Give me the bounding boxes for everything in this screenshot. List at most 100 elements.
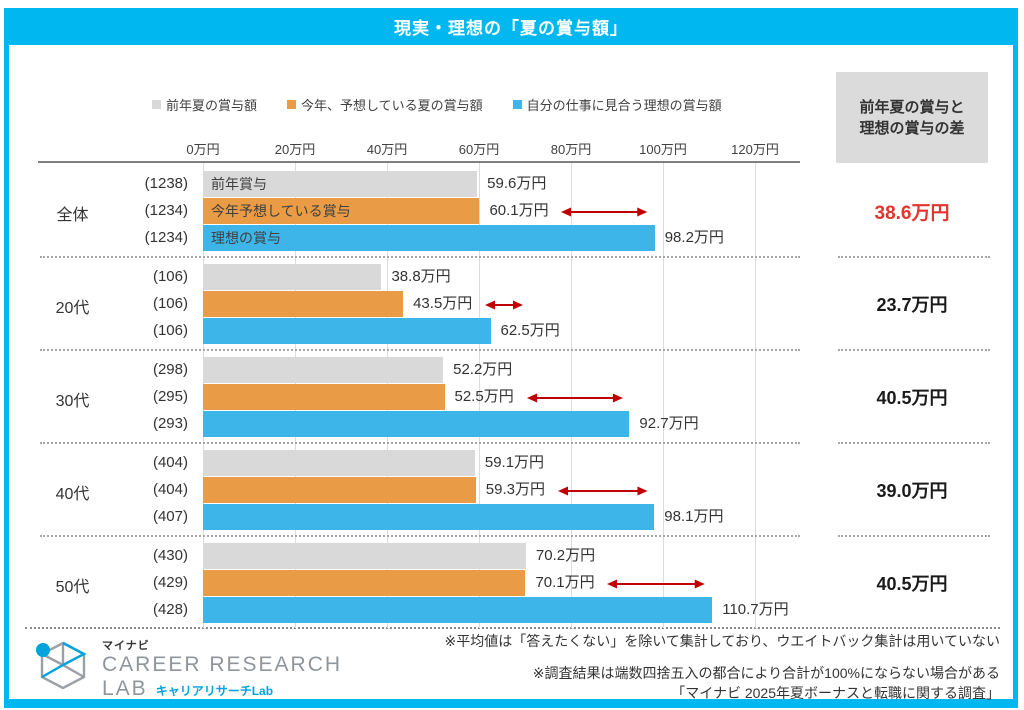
diff-value: 40.5万円 (876, 574, 948, 594)
group-label: 20代 (55, 300, 90, 317)
gridline (571, 163, 572, 628)
gridline (755, 163, 756, 628)
bar-ideal (203, 411, 630, 437)
diff-separator (838, 535, 990, 537)
sample-size: (106) (152, 295, 188, 312)
logo-brand-small: マイナビ (102, 640, 150, 652)
bar-value-label: 70.2万円 (535, 547, 596, 564)
group-separator (40, 442, 800, 444)
career-research-lab-logo: マイナビ CAREER RESEARCH LAB キャリアリサーチLab (34, 637, 342, 701)
bar-predicted (203, 198, 480, 224)
sample-size: (404) (152, 454, 188, 471)
sample-size: (295) (152, 388, 188, 405)
x-tick-label: 120万円 (731, 142, 779, 157)
sample-size: (428) (152, 601, 188, 618)
gridline (663, 163, 664, 628)
bar-predicted (203, 291, 404, 317)
sample-size: (298) (152, 361, 188, 378)
gap-arrow (557, 484, 648, 496)
legend-label: 今年、予想している夏の賞与額 (301, 98, 483, 113)
legend-item-predicted: 今年、予想している夏の賞与額 (287, 95, 483, 114)
page-frame (4, 8, 1018, 708)
bar-value-label: 62.5万円 (500, 322, 560, 339)
bar-prev-year (203, 543, 526, 569)
page-title: 現実・理想の「夏の賞与額」 (394, 19, 628, 38)
diff-separator (838, 442, 990, 444)
bar-prev-year (203, 357, 444, 383)
title-bar: 現実・理想の「夏の賞与額」 (4, 8, 1018, 45)
diff-header-line2: 理想の賞与の差 (859, 119, 965, 137)
bar-value-label: 59.1万円 (484, 454, 545, 471)
group-separator (40, 535, 800, 537)
footnote-1: ※平均値は「答えたくない」を除いて集計しており、ウエイトバック集計は用いていない (444, 633, 1001, 649)
bar-inline-label: 前年賞与 (211, 176, 267, 192)
bar-ideal (203, 504, 655, 530)
footer-divider (25, 627, 1000, 629)
group-label: 50代 (55, 579, 90, 596)
sample-size: (429) (152, 574, 188, 591)
bar-predicted (203, 570, 526, 596)
x-tick-label: 0万円 (186, 142, 220, 157)
bar-predicted (203, 477, 476, 503)
sample-size: (1238) (144, 175, 188, 192)
diff-separator (838, 256, 990, 258)
sample-size: (430) (152, 547, 188, 564)
gap-arrow (484, 298, 524, 310)
x-tick-label: 40万円 (366, 142, 408, 157)
bar-value-label: 43.5万円 (413, 295, 473, 312)
bar-value-label: 52.5万円 (454, 388, 514, 405)
diff-value: 40.5万円 (876, 388, 948, 408)
x-tick-label: 100万円 (639, 142, 687, 157)
bar-value-label: 60.1万円 (489, 202, 549, 219)
bar-value-label: 59.3万円 (485, 481, 545, 498)
logo-cube-icon (36, 641, 87, 690)
bar-value-label: 38.8万円 (391, 268, 451, 285)
diff-separator (838, 349, 990, 351)
legend-label: 自分の仕事に見合う理想の賞与額 (526, 98, 722, 113)
logo-subtitle: キャリアリサーチLab (155, 684, 274, 698)
sample-size: (106) (152, 322, 188, 339)
diff-header-line1: 前年夏の賞与と (859, 98, 965, 116)
gap-arrow (560, 205, 648, 217)
x-tick-label: 20万円 (274, 142, 316, 157)
diff-value: 23.7万円 (876, 295, 948, 315)
bar-prev-year (203, 264, 382, 290)
legend-swatch-blue (512, 100, 522, 109)
diff-value: 38.6万円 (874, 203, 950, 224)
legend-item-prev-year: 前年夏の賞与額 (152, 95, 257, 114)
legend-label: 前年夏の賞与額 (166, 98, 258, 113)
bar-ideal (203, 225, 655, 251)
sample-size: (293) (152, 415, 188, 432)
bar-predicted (203, 384, 445, 410)
diff-value: 39.0万円 (876, 481, 948, 501)
bar-inline-label: 理想の賞与 (211, 230, 281, 246)
bar-value-label: 110.7万円 (722, 601, 789, 618)
group-separator (40, 256, 800, 258)
bar-ideal (203, 318, 491, 344)
bar-prev-year (203, 171, 478, 197)
x-tick-label: 60万円 (458, 142, 500, 157)
logo-line1: CAREER RESEARCH (102, 653, 343, 676)
diff-column-header: 前年夏の賞与と 理想の賞与の差 (836, 72, 988, 163)
bar-value-label: 92.7万円 (639, 415, 699, 432)
sample-size: (1234) (144, 229, 188, 246)
gap-arrow (526, 391, 624, 403)
sample-size: (1234) (144, 202, 188, 219)
group-separator (40, 349, 800, 351)
sample-size: (404) (152, 481, 188, 498)
bar-value-label: 70.1万円 (535, 574, 595, 591)
bar-prev-year (203, 450, 475, 476)
logo-text: マイナビ CAREER RESEARCH LAB キャリアリサーチLab (102, 637, 342, 701)
logo-line2: LAB (102, 677, 148, 700)
bar-value-label: 98.1万円 (664, 508, 724, 525)
bar-inline-label: 今年予想している賞与 (211, 203, 351, 219)
legend-swatch-gray (152, 100, 161, 109)
bar-value-label: 98.2万円 (664, 229, 724, 246)
footnote-3: 「マイナビ 2025年夏ボーナスと転職に関する調査」 (671, 685, 1000, 701)
logo-dot (36, 643, 50, 657)
chart-legend: 前年夏の賞与額 今年、予想している夏の賞与額 自分の仕事に見合う理想の賞与額 (152, 95, 812, 114)
group-label: 30代 (55, 393, 90, 410)
sample-size: (407) (152, 508, 188, 525)
legend-swatch-orange (287, 100, 297, 109)
